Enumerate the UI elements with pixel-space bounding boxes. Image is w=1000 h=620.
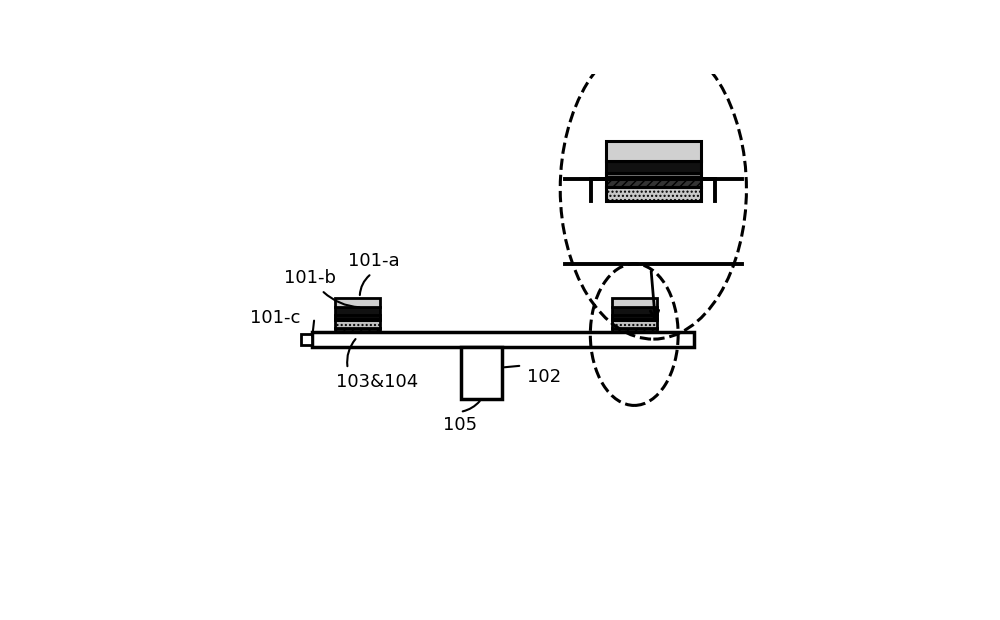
Text: 101-b: 101-b — [284, 269, 336, 287]
Bar — [612, 328, 657, 332]
Bar — [335, 318, 380, 321]
Bar — [335, 308, 380, 315]
Bar — [606, 179, 701, 187]
Bar — [606, 141, 701, 161]
Text: 103&104: 103&104 — [336, 373, 418, 391]
Bar — [461, 347, 502, 399]
Text: 101-c: 101-c — [250, 309, 300, 327]
Bar — [335, 328, 380, 332]
Bar — [606, 173, 701, 177]
Bar — [612, 315, 657, 318]
Bar — [606, 177, 701, 179]
Bar — [612, 298, 657, 308]
Text: 102: 102 — [527, 368, 561, 386]
Bar — [606, 187, 701, 202]
Bar — [312, 332, 694, 347]
Bar — [335, 315, 380, 318]
Text: 105: 105 — [443, 416, 477, 434]
Bar — [612, 321, 657, 328]
Text: 101-a: 101-a — [348, 252, 400, 270]
Bar — [301, 334, 312, 345]
Bar — [612, 318, 657, 321]
Bar — [612, 308, 657, 315]
Bar — [335, 321, 380, 328]
Bar — [606, 161, 701, 173]
Bar — [335, 298, 380, 308]
